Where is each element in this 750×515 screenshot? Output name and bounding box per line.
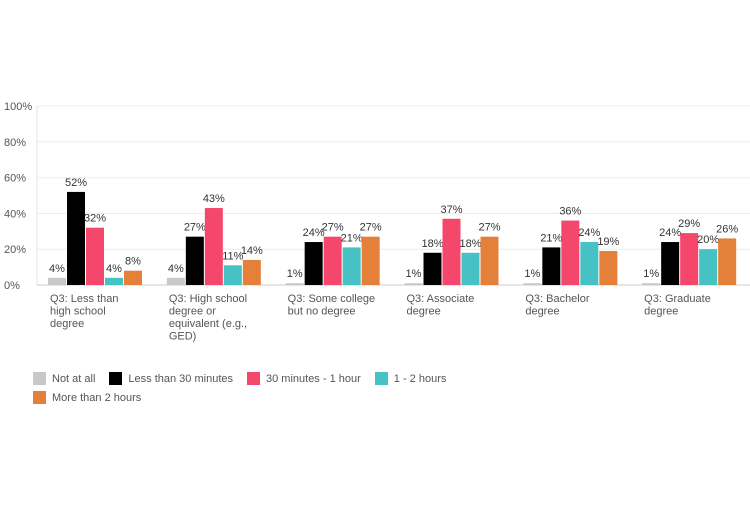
category-label: Q3: Graduate degree xyxy=(644,293,711,318)
data-label: 1% xyxy=(406,268,422,280)
legend-swatch xyxy=(109,372,123,385)
data-label: 37% xyxy=(440,204,462,216)
y-tick-label: 100% xyxy=(4,101,32,113)
category-label: Q3: High school degree or equivalent (e.g.… xyxy=(169,293,247,343)
legend-label: 30 minutes - 1 hour xyxy=(266,372,361,385)
bar xyxy=(323,236,342,285)
data-label: 27% xyxy=(478,222,500,234)
data-label: 24% xyxy=(303,227,325,239)
data-label: 4% xyxy=(168,263,184,275)
data-label: 52% xyxy=(65,177,87,189)
bar xyxy=(67,191,85,285)
bar xyxy=(661,242,680,285)
legend-item: 1 - 2 hours xyxy=(374,372,447,385)
legend: Not at all Less than 30 minutes 30 minutes… xyxy=(33,372,553,410)
bar xyxy=(223,265,242,285)
bar xyxy=(461,252,480,285)
data-label: 27% xyxy=(184,222,206,234)
bar xyxy=(718,238,737,285)
legend-swatch xyxy=(247,372,260,385)
bar xyxy=(124,270,142,285)
bar xyxy=(361,236,380,285)
data-label: 27% xyxy=(360,222,382,234)
data-label: 21% xyxy=(540,232,562,244)
legend-label: Not at all xyxy=(52,372,96,385)
bar xyxy=(523,283,542,285)
y-tick-label: 60% xyxy=(4,173,26,185)
data-label: 18% xyxy=(459,238,481,250)
legend-item: 30 minutes - 1 hour xyxy=(247,372,361,385)
data-label: 18% xyxy=(421,238,443,250)
bar xyxy=(442,218,461,285)
legend-label: 1 - 2 hours xyxy=(393,372,447,385)
legend-swatch xyxy=(33,391,46,404)
legend-swatch xyxy=(33,372,46,385)
bar xyxy=(404,283,423,285)
bar xyxy=(542,247,561,285)
category-label: Q3: Bachelor degree xyxy=(525,293,590,318)
y-tick-label: 80% xyxy=(4,137,26,149)
data-label: 8% xyxy=(125,256,141,268)
bar xyxy=(86,227,104,285)
data-label: 4% xyxy=(106,263,122,275)
data-label: 32% xyxy=(84,213,106,225)
bar xyxy=(285,283,304,285)
data-label: 4% xyxy=(49,263,65,275)
bar xyxy=(423,252,442,285)
data-label: 24% xyxy=(578,227,600,239)
bar xyxy=(204,208,223,285)
data-label: 19% xyxy=(597,236,619,248)
bar xyxy=(561,220,580,285)
bar-chart-svg: 0%20%40%60%80%100%4%52%32%4%8%Q3: Less t… xyxy=(4,101,750,343)
data-label: 1% xyxy=(643,268,659,280)
data-label: 1% xyxy=(287,268,303,280)
bar xyxy=(642,283,661,285)
data-label: 29% xyxy=(678,218,700,230)
bar xyxy=(342,247,361,285)
data-label: 1% xyxy=(524,268,540,280)
data-label: 20% xyxy=(697,234,719,246)
data-label: 11% xyxy=(222,250,243,262)
bar xyxy=(480,236,499,285)
data-label: 26% xyxy=(716,223,738,235)
legend-item: More than 2 hours xyxy=(33,391,141,404)
bar xyxy=(580,242,599,285)
legend-label: More than 2 hours xyxy=(52,391,142,404)
legend-item: Not at all xyxy=(33,372,95,385)
data-label: 21% xyxy=(341,232,363,244)
y-tick-label: 40% xyxy=(4,208,26,220)
bar xyxy=(185,236,204,285)
legend-swatch xyxy=(374,372,388,385)
category-label: Q3: Some college but no degree xyxy=(288,293,375,318)
bar xyxy=(166,277,185,285)
bar xyxy=(105,277,123,285)
bar xyxy=(680,233,699,285)
y-tick-label: 20% xyxy=(4,244,26,256)
bar xyxy=(699,249,718,285)
data-label: 36% xyxy=(559,206,581,218)
bar xyxy=(242,259,261,285)
data-label: 27% xyxy=(322,222,344,234)
data-label: 24% xyxy=(659,227,681,239)
category-label: Q3: Associate degree xyxy=(407,293,475,318)
legend-item: Less than 30 minutes xyxy=(109,372,233,385)
data-label: 14% xyxy=(241,245,263,257)
bar xyxy=(304,242,323,285)
legend-label: Less than 30 minutes xyxy=(128,372,233,385)
bar xyxy=(599,250,618,285)
data-label: 43% xyxy=(203,193,225,205)
category-label: Q3: Less than high school degree xyxy=(50,293,119,330)
y-tick-label: 0% xyxy=(4,280,20,292)
bar xyxy=(48,277,66,285)
